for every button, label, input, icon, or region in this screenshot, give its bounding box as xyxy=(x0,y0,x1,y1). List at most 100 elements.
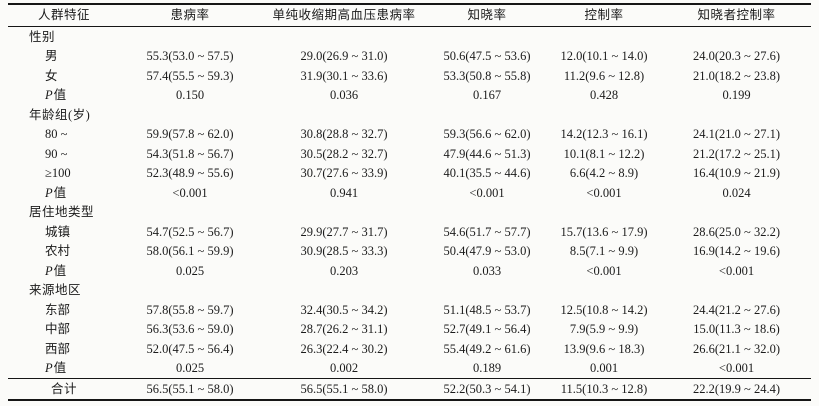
data-cell: 0.167 xyxy=(472,88,502,102)
data-cell: 21.0(18.2 ~ 23.8) xyxy=(693,68,780,83)
row-label: 合计 xyxy=(8,378,120,400)
data-cell: 0.150 xyxy=(175,88,205,102)
data-cell: 30.5(28.2 ~ 32.7) xyxy=(300,146,388,161)
table-row-pvalue: P值 0.150 0.036 0.167 0.428 0.199 xyxy=(8,86,811,106)
data-cell: 8.5(7.1 ~ 9.9) xyxy=(569,244,639,258)
hypertension-stats-table: 人群特征 患病率 单纯收缩期高血压患病率 知晓率 控制率 知晓者控制率 性别男 55.3(5… xyxy=(8,3,811,401)
data-cell: 24.4(21.2 ~ 27.6) xyxy=(693,302,780,317)
data-cell: <0.001 xyxy=(586,263,622,278)
data-cell: 24.0(20.3 ~ 27.6) xyxy=(693,49,780,63)
table-row-item: 西部 52.0(47.5 ~ 56.4) 26.3(22.4 ~ 30.2) 55.4… xyxy=(8,339,811,359)
data-cell: 0.002 xyxy=(329,361,359,375)
data-cell: 0.203 xyxy=(329,263,359,278)
data-cell: 0.033 xyxy=(472,263,502,278)
data-cell: 29.9(27.7 ~ 31.7) xyxy=(300,224,388,239)
table-row-group: 居住地类型 xyxy=(8,203,811,223)
table-row-item: ≥100 52.3(48.9 ~ 55.6) 30.7(27.6 ~ 33.9) 40… xyxy=(8,164,811,184)
data-cell: 28.6(25.0 ~ 32.2) xyxy=(693,224,780,239)
data-cell: 6.6(4.2 ~ 8.9) xyxy=(569,166,639,180)
column-header-5: 知晓者控制率 xyxy=(662,4,811,27)
data-cell: 10.1(8.1 ~ 12.2) xyxy=(563,146,645,161)
data-cell: 0.428 xyxy=(589,88,619,102)
table-row-pvalue: P值 <0.001 0.941 <0.001 <0.001 0.024 xyxy=(8,183,811,203)
data-cell: 0.025 xyxy=(175,361,205,375)
data-cell: 30.7(27.6 ~ 33.9) xyxy=(300,166,388,180)
data-cell xyxy=(120,27,260,47)
row-label: P值 xyxy=(45,185,67,200)
table-row-group: 来源地区 xyxy=(8,281,811,301)
data-cell: 40.1(35.5 ~ 44.6) xyxy=(443,166,531,180)
data-cell: 12.0(10.1 ~ 14.0) xyxy=(560,49,648,63)
row-label: 男 xyxy=(45,49,58,63)
data-cell: 53.3(50.8 ~ 55.8) xyxy=(443,68,531,83)
data-cell: 22.2(19.9 ~ 24.4) xyxy=(662,378,811,400)
data-cell: 14.2(12.3 ~ 16.1) xyxy=(560,127,648,141)
column-header-3: 知晓率 xyxy=(428,4,546,27)
data-cell: 16.4(10.9 ~ 21.9) xyxy=(693,166,780,180)
data-cell: 59.9(57.8 ~ 62.0) xyxy=(146,127,234,141)
data-cell: 12.5(10.8 ~ 14.2) xyxy=(560,302,648,317)
data-cell: <0.001 xyxy=(469,185,505,200)
data-cell: 55.4(49.2 ~ 61.6) xyxy=(443,341,531,356)
row-label: 中部 xyxy=(45,322,71,336)
data-cell: 0.199 xyxy=(722,88,751,102)
row-label: 农村 xyxy=(45,244,71,258)
data-cell: 57.8(55.8 ~ 59.7) xyxy=(146,302,234,317)
data-cell: <0.001 xyxy=(586,185,622,200)
data-cell: 0.024 xyxy=(722,185,751,200)
row-label: P值 xyxy=(45,88,67,102)
data-cell: 32.4(30.5 ~ 34.2) xyxy=(300,302,388,317)
data-cell: 59.3(56.6 ~ 62.0) xyxy=(443,127,531,141)
data-cell xyxy=(120,281,260,301)
data-cell: 0.189 xyxy=(472,361,502,375)
data-cell: 29.0(26.9 ~ 31.0) xyxy=(300,49,388,63)
data-cell: 0.025 xyxy=(175,263,205,278)
data-cell xyxy=(260,203,428,223)
data-cell xyxy=(428,203,546,223)
data-cell: 24.1(21.0 ~ 27.1) xyxy=(693,127,780,141)
row-label: 80 ~ xyxy=(45,127,68,141)
data-cell: 21.2(17.2 ~ 25.1) xyxy=(693,146,780,161)
data-cell: 11.2(9.6 ~ 12.8) xyxy=(563,68,645,83)
column-header-4: 控制率 xyxy=(546,4,662,27)
data-cell xyxy=(662,105,811,125)
header-row: 人群特征 患病率 单纯收缩期高血压患病率 知晓率 控制率 知晓者控制率 xyxy=(8,4,811,27)
table-row-item: 农村 58.0(56.1 ~ 59.9) 30.9(28.5 ~ 33.3) 50.4… xyxy=(8,242,811,262)
data-cell xyxy=(120,203,260,223)
row-label: 东部 xyxy=(45,302,71,317)
data-cell: 16.9(14.2 ~ 19.6) xyxy=(693,244,780,258)
table-row-item: 80 ~ 59.9(57.8 ~ 62.0) 30.8(28.8 ~ 32.7) 59… xyxy=(8,125,811,145)
data-cell: 54.7(52.5 ~ 56.7) xyxy=(146,224,234,239)
data-cell: 26.3(22.4 ~ 30.2) xyxy=(300,341,388,356)
data-cell: 28.7(26.2 ~ 31.1) xyxy=(300,322,388,336)
data-cell: 54.6(51.7 ~ 57.7) xyxy=(443,224,531,239)
data-cell: 50.4(47.9 ~ 53.0) xyxy=(443,244,531,258)
row-label: 城镇 xyxy=(45,224,71,239)
row-label: P值 xyxy=(45,361,67,375)
data-cell: 47.9(44.6 ~ 51.3) xyxy=(443,146,531,161)
data-cell: 57.4(55.5 ~ 59.3) xyxy=(146,68,234,83)
column-header-2: 单纯收缩期高血压患病率 xyxy=(260,4,428,27)
data-cell xyxy=(546,203,662,223)
data-cell: 52.0(47.5 ~ 56.4) xyxy=(146,341,234,356)
data-cell: 15.7(13.6 ~ 17.9) xyxy=(560,224,648,239)
row-label: 来源地区 xyxy=(29,283,82,297)
data-cell: 52.2(50.3 ~ 54.1) xyxy=(428,378,546,400)
data-cell: 0.036 xyxy=(329,88,359,102)
data-cell: 0.001 xyxy=(589,361,619,375)
table-row-item: 男 55.3(53.0 ~ 57.5) 29.0(26.9 ~ 31.0) 50.6(… xyxy=(8,47,811,67)
data-cell: 54.3(51.8 ~ 56.7) xyxy=(146,146,234,161)
table-row-item: 中部 56.3(53.6 ~ 59.0) 28.7(26.2 ~ 31.1) 52.7… xyxy=(8,320,811,340)
row-label: 女 xyxy=(45,68,58,83)
data-cell xyxy=(120,105,260,125)
data-cell xyxy=(428,281,546,301)
table-row-pvalue: P值 0.025 0.002 0.189 0.001 <0.001 xyxy=(8,359,811,379)
data-cell: <0.001 xyxy=(172,185,208,200)
row-label: 年龄组(岁) xyxy=(29,107,91,122)
data-cell: 30.9(28.5 ~ 33.3) xyxy=(300,244,388,258)
data-cell: 50.6(47.5 ~ 53.6) xyxy=(443,49,531,63)
data-cell: 52.7(49.1 ~ 56.4) xyxy=(443,322,531,336)
data-cell: 56.3(53.6 ~ 59.0) xyxy=(146,322,234,336)
data-cell xyxy=(260,27,428,47)
data-cell: 55.3(53.0 ~ 57.5) xyxy=(146,49,234,63)
